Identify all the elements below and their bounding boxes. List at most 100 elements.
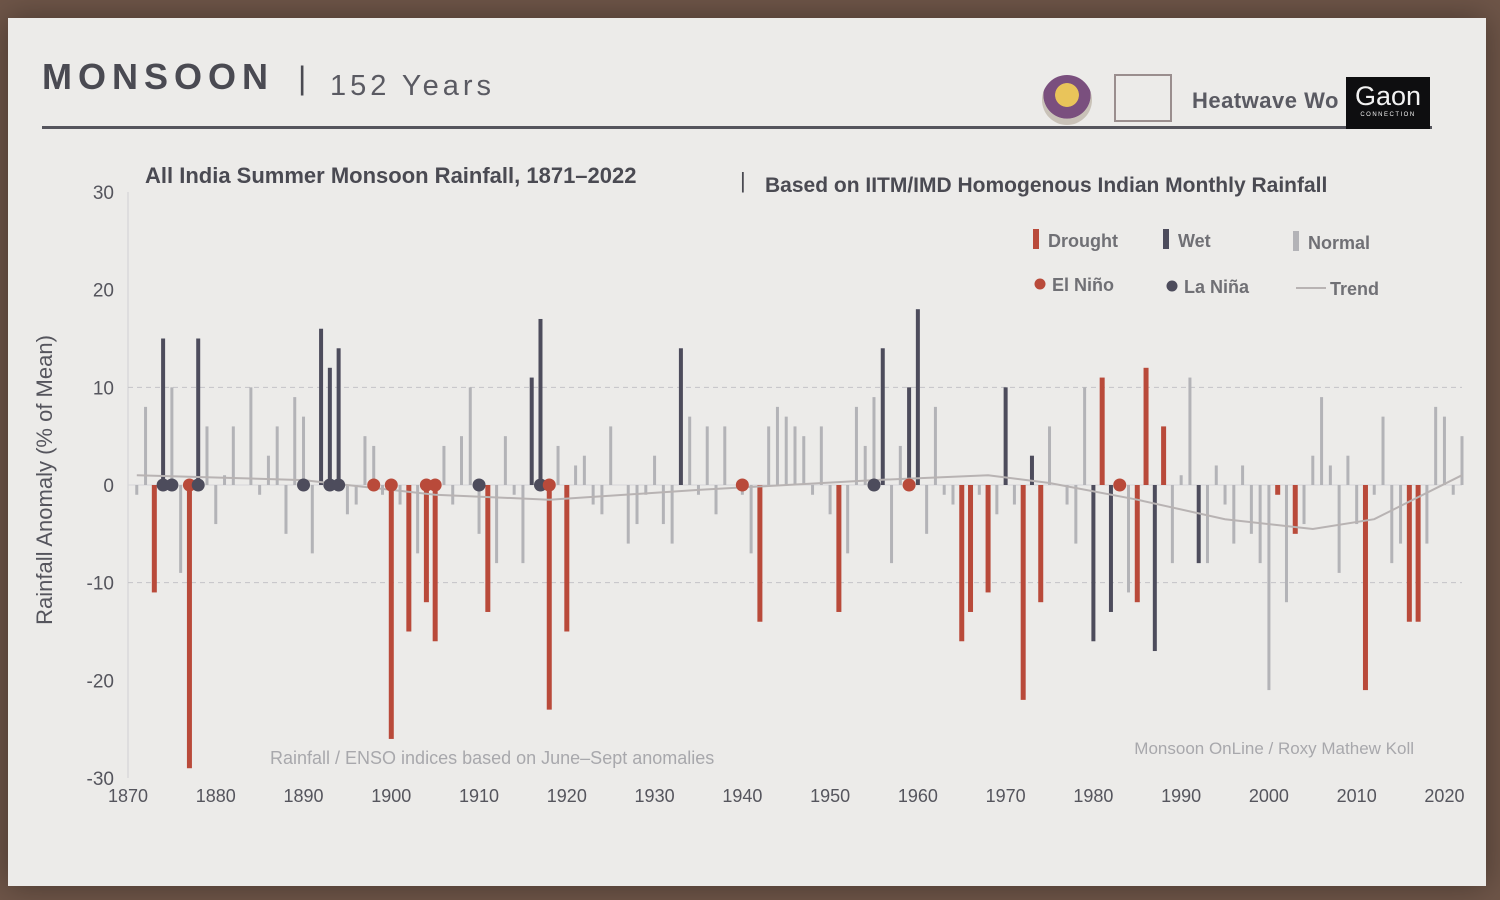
wet-legend-swatch xyxy=(1163,229,1169,249)
drought-bar xyxy=(485,485,491,612)
wet-bar xyxy=(1108,485,1113,612)
drought-bar xyxy=(1406,485,1412,622)
la-nina-marker xyxy=(191,478,205,492)
normal-bar xyxy=(503,436,507,485)
watermark-line-2: CONNECTION xyxy=(1360,112,1416,118)
wet-bar xyxy=(1003,387,1008,485)
wet-bar xyxy=(1196,485,1201,564)
el-nino-marker xyxy=(367,478,381,492)
el-nino-legend-swatch xyxy=(1034,278,1046,290)
normal-bar xyxy=(635,485,639,525)
normal-bar xyxy=(1232,485,1236,544)
drought-bar xyxy=(1362,485,1368,691)
el-nino-marker xyxy=(1113,478,1127,492)
normal-bar xyxy=(600,485,604,515)
normal-bar xyxy=(802,436,806,485)
normal-bar xyxy=(574,465,578,485)
normal-bar xyxy=(266,455,270,485)
normal-bar xyxy=(1302,485,1306,525)
normal-bar xyxy=(688,416,692,485)
normal-bar xyxy=(644,485,648,495)
el-nino-marker xyxy=(428,478,442,492)
wet-bar xyxy=(915,309,920,485)
title-separator: | xyxy=(298,60,307,96)
normal-bar xyxy=(1170,485,1174,564)
bar-series xyxy=(135,309,1464,769)
legend: Drought Wet Normal El Niño La Niña Trend xyxy=(1033,229,1379,299)
drought-bar xyxy=(432,485,438,642)
el-nino-marker xyxy=(735,478,749,492)
wet-bar xyxy=(907,387,912,485)
wet-bar xyxy=(327,367,332,485)
y-axis-label: Rainfall Anomaly (% of Mean) xyxy=(32,335,57,625)
wet-bar xyxy=(529,377,534,485)
wet-bar xyxy=(538,318,543,485)
normal-bar xyxy=(898,445,902,485)
wet-bar xyxy=(880,348,885,485)
normal-bar xyxy=(556,445,560,485)
normal-bar xyxy=(1460,436,1464,485)
x-tick-label: 1950 xyxy=(810,786,850,806)
normal-bar xyxy=(1442,416,1446,485)
normal-bar xyxy=(582,455,586,485)
normal-bar xyxy=(846,485,850,554)
y-tick-label: -30 xyxy=(87,769,114,790)
drought-bar xyxy=(186,485,192,769)
normal-bar xyxy=(1337,485,1341,573)
normal-bar xyxy=(1284,485,1288,603)
chart-subtitle: Based on IITM/IMD Homogenous Indian Mont… xyxy=(765,174,1327,197)
normal-bar xyxy=(398,485,402,505)
drought-bar xyxy=(546,485,552,710)
normal-bar xyxy=(231,426,235,485)
x-tick-label: 1990 xyxy=(1161,786,1201,806)
x-tick-label: 2010 xyxy=(1337,786,1377,806)
drought-bar xyxy=(757,485,763,622)
drought-bar xyxy=(985,485,991,593)
partner-text: Heatwave Wo xyxy=(1192,88,1339,113)
normal-bar xyxy=(723,426,727,485)
normal-bar xyxy=(345,485,349,515)
legend-label: Drought xyxy=(1048,231,1118,251)
normal-bar xyxy=(1451,485,1455,495)
wet-bar xyxy=(678,348,683,485)
drought-bar xyxy=(1161,426,1167,485)
drought-bar xyxy=(388,485,394,739)
legend-label: La Niña xyxy=(1184,277,1250,297)
drought-bar xyxy=(836,485,842,612)
normal-bar xyxy=(1346,455,1350,485)
normal-bar xyxy=(284,485,288,534)
x-tick-label: 1960 xyxy=(898,786,938,806)
normal-bar xyxy=(793,426,797,485)
normal-bar xyxy=(179,485,183,573)
normal-bar xyxy=(214,485,218,525)
normal-bar xyxy=(1179,475,1183,485)
legend-label: Wet xyxy=(1178,231,1211,251)
x-tick-label: 2020 xyxy=(1424,786,1464,806)
y-tick-label: -20 xyxy=(87,671,114,692)
la-nina-marker xyxy=(867,478,881,492)
normal-bar xyxy=(1399,485,1403,544)
wet-bar xyxy=(319,328,324,485)
y-tick-label: 10 xyxy=(93,378,114,399)
wet-bar xyxy=(196,338,201,485)
drought-bar xyxy=(406,485,412,632)
x-tick-label: 1890 xyxy=(284,786,324,806)
legend-label: Trend xyxy=(1330,279,1379,299)
seal-logo-icon xyxy=(1042,75,1092,125)
normal-bar xyxy=(977,485,981,495)
normal-bar xyxy=(1214,465,1218,485)
normal-bar xyxy=(1012,485,1016,505)
drought-bar xyxy=(423,485,429,603)
normal-legend-swatch xyxy=(1293,231,1299,251)
normal-bar xyxy=(1355,485,1359,525)
normal-bar xyxy=(653,455,657,485)
normal-bar xyxy=(1205,485,1209,564)
normal-bar xyxy=(1267,485,1271,691)
normal-bar xyxy=(626,485,630,544)
wet-bar xyxy=(1091,485,1096,642)
y-tick-label: 0 xyxy=(103,476,114,497)
normal-bar xyxy=(1372,485,1376,495)
normal-bar xyxy=(925,485,929,534)
normal-bar xyxy=(1127,485,1130,593)
wet-bar xyxy=(161,338,166,485)
